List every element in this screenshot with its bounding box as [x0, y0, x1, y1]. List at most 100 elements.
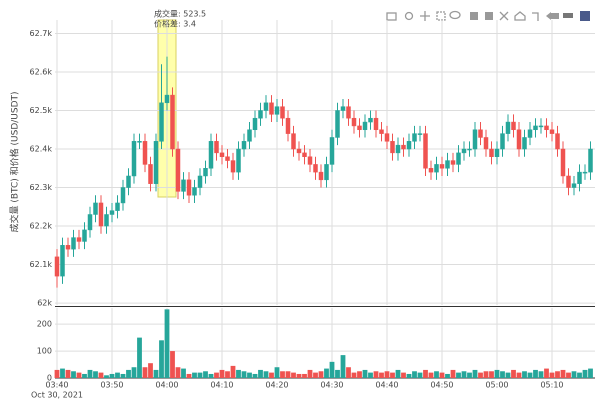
- y-tick-label: 62.3k: [30, 183, 53, 192]
- volume-bar: [170, 351, 175, 378]
- candle-body: [54, 256, 60, 277]
- candle-body: [566, 175, 571, 188]
- pan-icon[interactable]: [420, 11, 430, 21]
- volume-bar: [115, 372, 120, 378]
- volume-bar: [445, 373, 450, 378]
- candle-body: [560, 148, 566, 177]
- candle-body: [467, 148, 472, 151]
- y-tick-label: 62.6k: [30, 67, 53, 76]
- volume-bar: [307, 369, 313, 378]
- volume-bar: [395, 369, 401, 378]
- autoscale-icon[interactable]: [499, 11, 509, 21]
- volume-bar: [252, 373, 258, 378]
- x-tick-label: 04:50: [430, 381, 453, 390]
- box-select-icon[interactable]: [436, 11, 446, 21]
- zoom-in-icon[interactable]: [470, 12, 478, 20]
- volume-bar: [159, 340, 164, 378]
- y-tick-label: 62.4k: [30, 145, 53, 154]
- volume-bar: [401, 372, 406, 378]
- candle-body: [373, 117, 379, 131]
- volume-bar: [76, 372, 82, 378]
- volume-bar: [538, 371, 544, 378]
- candle-body: [104, 214, 109, 227]
- candle-body: [274, 106, 280, 115]
- volume-bar: [192, 372, 197, 378]
- candle-body: [87, 214, 93, 231]
- volume-bar: [505, 372, 511, 378]
- candle-body: [291, 133, 296, 150]
- candle-body: [142, 141, 148, 165]
- candle-body: [170, 94, 175, 150]
- volume-bar: [582, 369, 588, 378]
- volume-bar: [494, 369, 500, 378]
- candle-body: [434, 164, 439, 173]
- volume-bar: [522, 371, 527, 378]
- volume-bar: [423, 369, 428, 378]
- candle-body: [461, 148, 467, 154]
- volume-bar: [137, 337, 142, 378]
- camera-icon[interactable]: [386, 12, 397, 21]
- volume-bar: [230, 365, 236, 378]
- candle-body: [175, 148, 181, 192]
- zoom-out-icon[interactable]: [485, 12, 493, 20]
- candle-body: [538, 125, 544, 128]
- candle-body: [379, 129, 384, 134]
- volume-bar: [412, 371, 417, 378]
- spike-icon[interactable]: [532, 12, 539, 21]
- candle-body: [258, 110, 263, 119]
- volume-bar: [285, 371, 291, 378]
- candle-body: [285, 117, 291, 134]
- y-tick-label: 62.5k: [30, 106, 53, 115]
- volume-bar: [368, 372, 373, 378]
- y-axis-title: 成交量 (BTC) 和价格 (USD/USDT): [9, 91, 21, 232]
- candle-body: [478, 129, 483, 138]
- volume-bar: [588, 368, 593, 378]
- reset-icon[interactable]: [514, 11, 526, 21]
- volume-bar: [203, 371, 208, 378]
- volume-bar: [549, 372, 555, 378]
- volume-bar: [164, 309, 170, 378]
- candle-body: [296, 148, 302, 154]
- annotation: 成交量: 523.5: [154, 9, 206, 19]
- volume-bar: [82, 373, 87, 378]
- candle-body: [368, 117, 373, 123]
- candle-body: [159, 102, 164, 142]
- hover-compare-icon[interactable]: [563, 13, 573, 18]
- volume-bar: [120, 373, 126, 378]
- candle-body: [324, 164, 329, 181]
- candle-body: [214, 141, 219, 154]
- volume-bar: [186, 373, 192, 378]
- volume-bar: [71, 371, 76, 378]
- x-tick-label: 04:40: [375, 381, 398, 390]
- candle-body: [357, 125, 362, 131]
- candle-body: [126, 175, 131, 188]
- x-tick-label: 03:50: [100, 381, 123, 390]
- candle-body: [384, 133, 390, 142]
- volume-bar: [500, 371, 505, 378]
- candle-body: [555, 133, 560, 150]
- volume-bar: [577, 372, 582, 378]
- volume-bar: [434, 371, 439, 378]
- hover-closest-icon[interactable]: [546, 12, 559, 20]
- volume-bar: [54, 369, 60, 378]
- candle-body: [423, 133, 428, 169]
- y2-tick-label: 100: [37, 347, 52, 356]
- y-tick-label: 62.1k: [30, 260, 53, 269]
- candle-body: [225, 156, 230, 161]
- lasso-icon[interactable]: [449, 10, 461, 20]
- volume-bar: [247, 372, 252, 378]
- plotly-logo[interactable]: [580, 11, 590, 21]
- toolbar[interactable]: [386, 10, 590, 21]
- volume-bar: [104, 375, 109, 378]
- volume-bar: [555, 371, 560, 378]
- volume-bar: [197, 372, 203, 378]
- date-label: Oct 30, 2021: [31, 391, 83, 400]
- volume-bar: [274, 367, 280, 378]
- x-tick-label: 05:00: [485, 381, 508, 390]
- zoom-icon[interactable]: [404, 11, 414, 21]
- y-tick-label: 62.7k: [30, 29, 53, 38]
- volume-bar: [456, 372, 461, 378]
- candle-body: [131, 141, 137, 177]
- x-tick-label: 04:20: [265, 381, 288, 390]
